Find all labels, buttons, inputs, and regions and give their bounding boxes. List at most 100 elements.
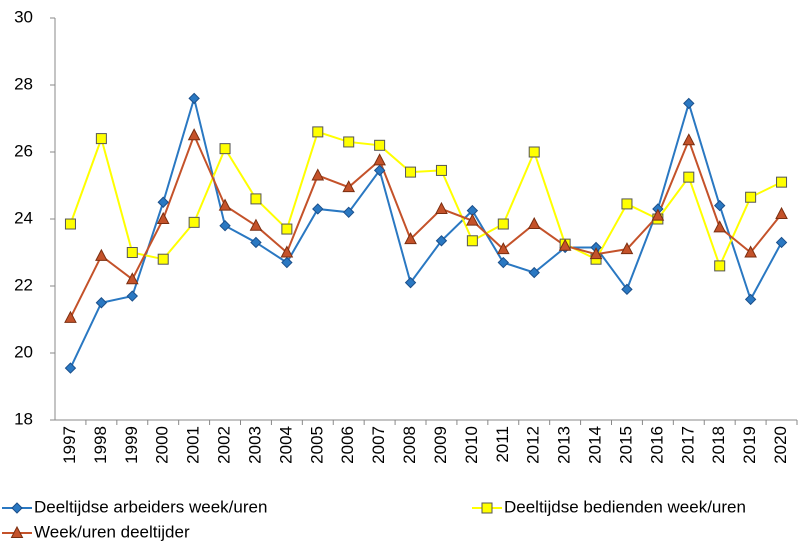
marker [374, 139, 386, 151]
marker [187, 128, 201, 141]
x-tick-label: 1998 [91, 426, 110, 464]
marker [157, 253, 169, 265]
marker [404, 276, 417, 289]
legend-label: Deeltijdse arbeiders week/uren [34, 497, 267, 516]
x-tick-label: 2018 [709, 426, 728, 464]
marker [125, 272, 139, 285]
marker [11, 502, 23, 514]
marker [64, 362, 77, 374]
x-tick-label: 1999 [122, 426, 141, 464]
marker [435, 164, 447, 176]
marker [10, 525, 24, 538]
x-tick-label: 2010 [462, 426, 481, 464]
x-tick-label: 2016 [647, 426, 666, 464]
x-tick-label: 2017 [678, 426, 697, 464]
y-tick-label: 28 [14, 74, 33, 93]
marker [250, 236, 262, 249]
y-tick-label: 18 [14, 409, 33, 428]
series-line [69, 130, 782, 269]
marker [683, 171, 695, 183]
x-tick-label: 2007 [369, 426, 388, 464]
marker [466, 235, 478, 247]
marker [745, 191, 757, 203]
x-tick-label: 2003 [245, 426, 264, 464]
x-tick-label: 2001 [184, 426, 203, 464]
marker [311, 168, 325, 181]
x-tick-label: 2019 [740, 426, 759, 464]
marker [621, 198, 633, 210]
marker [250, 193, 262, 205]
marker [405, 166, 417, 178]
y-tick-label: 22 [14, 275, 33, 294]
marker [714, 199, 726, 212]
x-tick-label: 2011 [493, 426, 512, 463]
x-tick-label: 1997 [60, 426, 79, 464]
marker [744, 245, 757, 258]
x-tick-label: 2014 [586, 426, 605, 464]
marker [558, 238, 572, 251]
marker [219, 143, 231, 155]
x-tick-label: 2009 [431, 426, 450, 464]
y-tick-label: 30 [14, 7, 33, 26]
x-tick-label: 2012 [524, 426, 543, 464]
y-tick-label: 24 [14, 208, 33, 227]
x-tick-label: 2013 [555, 426, 574, 464]
marker [219, 219, 231, 232]
marker [249, 218, 263, 231]
marker [744, 293, 757, 306]
marker [126, 290, 138, 302]
series-line [69, 132, 783, 319]
x-tick-label: 2008 [400, 426, 419, 464]
marker [775, 236, 788, 249]
marker [435, 201, 448, 214]
marker [528, 266, 540, 279]
marker [281, 223, 293, 235]
legend-label: Deeltijdse bedienden week/uren [504, 497, 746, 516]
legend-label: Week/uren deeltijder [34, 522, 190, 541]
marker [497, 256, 509, 269]
marker [683, 97, 695, 110]
marker [280, 245, 294, 258]
marker [95, 297, 108, 309]
marker [435, 235, 448, 247]
marker [466, 213, 479, 226]
marker [496, 242, 510, 255]
marker [620, 242, 634, 255]
marker [775, 206, 788, 219]
marker [373, 153, 386, 166]
marker [343, 136, 355, 148]
marker [481, 502, 493, 514]
marker [188, 92, 200, 105]
series-line [69, 94, 783, 369]
marker [156, 211, 170, 224]
marker [404, 232, 417, 245]
x-tick-label: 2005 [307, 426, 326, 464]
marker [312, 203, 324, 215]
x-tick-label: 2020 [771, 426, 790, 464]
marker [312, 126, 324, 138]
marker [64, 310, 77, 323]
marker [95, 248, 108, 261]
marker [343, 206, 355, 219]
y-tick-label: 20 [14, 342, 33, 361]
x-tick-label: 2000 [153, 426, 172, 464]
marker [776, 176, 788, 188]
marker [497, 218, 509, 230]
marker [126, 247, 138, 258]
marker [589, 247, 603, 260]
x-tick-label: 2006 [338, 426, 357, 464]
marker [527, 216, 541, 230]
marker [651, 208, 665, 221]
marker [95, 133, 107, 145]
marker [714, 260, 726, 272]
x-tick-label: 2004 [276, 426, 295, 464]
marker [64, 218, 76, 230]
marker [682, 133, 696, 146]
x-tick-label: 2002 [215, 426, 234, 464]
marker [188, 216, 200, 228]
marker [373, 164, 386, 177]
y-tick-label: 26 [14, 141, 33, 160]
marker [621, 283, 633, 296]
marker [713, 220, 727, 233]
